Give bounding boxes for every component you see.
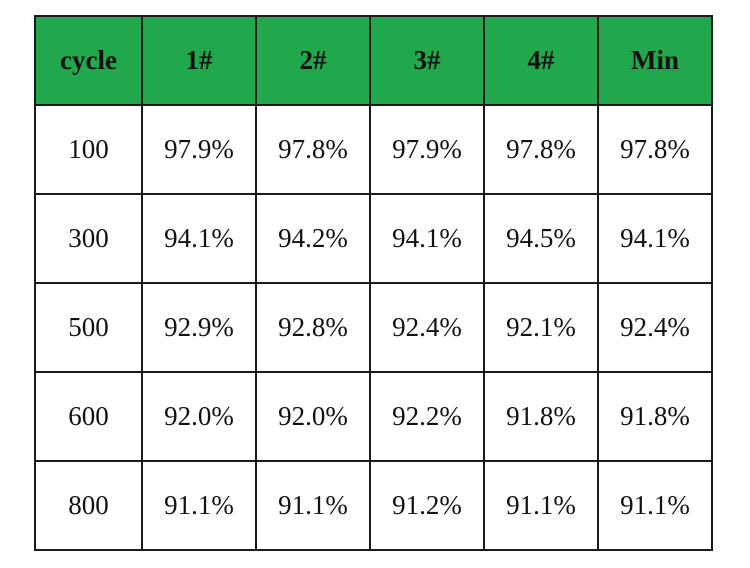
value-cell: 97.8% bbox=[483, 104, 599, 195]
value-cell: 92.2% bbox=[369, 371, 485, 462]
value-cell: 92.0% bbox=[255, 371, 371, 462]
value-cell: 91.2% bbox=[369, 460, 485, 551]
value-cell: 94.1% bbox=[369, 193, 485, 284]
value-cell: 92.0% bbox=[141, 371, 257, 462]
value-cell: 92.4% bbox=[369, 282, 485, 373]
value-cell: 92.1% bbox=[483, 282, 599, 373]
cycle-cell: 600 bbox=[34, 371, 143, 462]
cycle-cell: 500 bbox=[34, 282, 143, 373]
value-cell: 94.2% bbox=[255, 193, 371, 284]
value-cell: 94.1% bbox=[141, 193, 257, 284]
value-cell: 91.8% bbox=[483, 371, 599, 462]
header-cell: 1# bbox=[141, 15, 257, 106]
table-row: 300 94.1% 94.2% 94.1% 94.5% 94.1% bbox=[34, 193, 713, 284]
value-cell: 94.1% bbox=[597, 193, 713, 284]
value-cell: 92.4% bbox=[597, 282, 713, 373]
cycle-cell: 800 bbox=[34, 460, 143, 551]
value-cell: 94.5% bbox=[483, 193, 599, 284]
header-cell: Min bbox=[597, 15, 713, 106]
value-cell: 91.8% bbox=[597, 371, 713, 462]
header-row: cycle 1# 2# 3# 4# Min bbox=[34, 15, 713, 106]
value-cell: 92.9% bbox=[141, 282, 257, 373]
data-table: cycle 1# 2# 3# 4# Min 100 97.9% 97.8% 97.9% 97.8%… bbox=[34, 15, 713, 551]
cycle-cell: 100 bbox=[34, 104, 143, 195]
table-row: 100 97.9% 97.8% 97.9% 97.8% 97.8% bbox=[34, 104, 713, 195]
value-cell: 91.1% bbox=[483, 460, 599, 551]
value-cell: 91.1% bbox=[597, 460, 713, 551]
table-row: 800 91.1% 91.1% 91.2% 91.1% 91.1% bbox=[34, 460, 713, 551]
value-cell: 91.1% bbox=[141, 460, 257, 551]
value-cell: 97.8% bbox=[255, 104, 371, 195]
cycle-cell: 300 bbox=[34, 193, 143, 284]
header-cell: cycle bbox=[34, 15, 143, 106]
header-cell: 4# bbox=[483, 15, 599, 106]
header-cell: 3# bbox=[369, 15, 485, 106]
header-cell: 2# bbox=[255, 15, 371, 106]
value-cell: 97.9% bbox=[141, 104, 257, 195]
value-cell: 97.9% bbox=[369, 104, 485, 195]
table-row: 600 92.0% 92.0% 92.2% 91.8% 91.8% bbox=[34, 371, 713, 462]
value-cell: 92.8% bbox=[255, 282, 371, 373]
value-cell: 91.1% bbox=[255, 460, 371, 551]
table-row: 500 92.9% 92.8% 92.4% 92.1% 92.4% bbox=[34, 282, 713, 373]
value-cell: 97.8% bbox=[597, 104, 713, 195]
